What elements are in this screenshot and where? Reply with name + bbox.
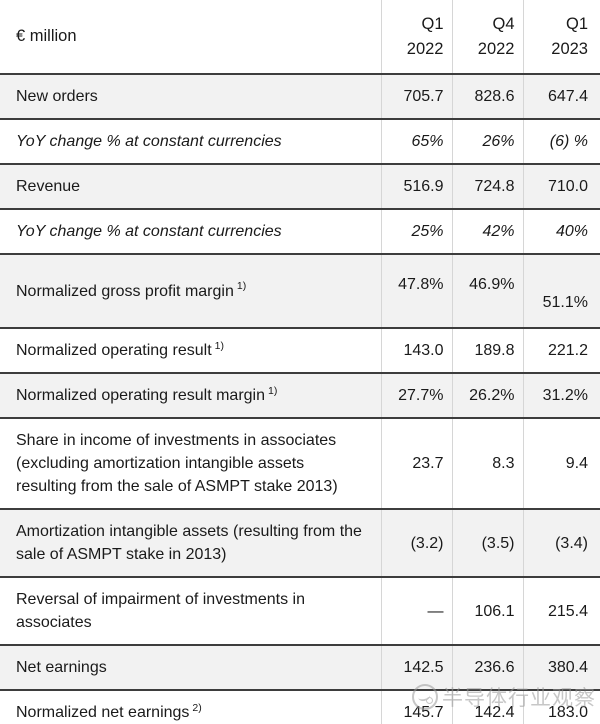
value-cell: 42% <box>451 209 523 255</box>
table-row-amortization-intangible-assets: Amortization intangible assets (resultin… <box>0 509 600 578</box>
column-header-q1-2022: Q1 2022 <box>380 0 452 75</box>
row-label: Reversal of impairment of investments in… <box>0 577 381 646</box>
quarter-label: Q1 <box>565 14 588 33</box>
value-cell: 189.8 <box>451 328 523 374</box>
value-cell: 710.0 <box>522 164 600 210</box>
table-row-normalized-net-earnings: Normalized net earnings 2) 145.7 142.4 18… <box>0 690 600 724</box>
table-row-share-in-income-associates: Share in income of investments in associ… <box>0 418 600 510</box>
value-cell: 23.7 <box>380 418 452 510</box>
footnote-marker: 1) <box>236 280 247 293</box>
footnote-marker: 2) <box>192 701 202 714</box>
quarter-label: Q4 <box>492 14 515 33</box>
table-row-new-orders: New orders 705.7 828.6 647.4 <box>0 74 600 120</box>
row-label: New orders <box>0 74 381 120</box>
table-row-revenue: Revenue 516.9 724.8 710.0 <box>0 164 600 210</box>
value-cell: 828.6 <box>451 74 523 120</box>
value-cell: 51.1% <box>522 254 600 329</box>
value-cell: 26% <box>451 119 523 165</box>
value-cell: 516.9 <box>380 164 452 210</box>
table-row-net-earnings: Net earnings 142.5 236.6 380.4 <box>0 645 600 691</box>
value-cell: 215.4 <box>522 577 600 646</box>
value-cell: 221.2 <box>522 328 600 374</box>
row-label: Revenue <box>0 164 381 210</box>
value-cell: 8.3 <box>451 418 523 510</box>
value-cell: 27.7% <box>380 373 452 419</box>
table-row-operating-result: Normalized operating result 1) 143.0 189.… <box>0 328 600 374</box>
table-row-operating-result-margin: Normalized operating result margin 1) 27.… <box>0 373 600 419</box>
value-cell: 380.4 <box>522 645 600 691</box>
value-cell: 647.4 <box>522 74 600 120</box>
row-label: Normalized gross profit margin 1) <box>0 254 381 329</box>
row-label: Normalized net earnings 2) <box>0 690 381 724</box>
row-label: Net earnings <box>0 645 381 691</box>
value-cell: 46.9% <box>451 254 523 329</box>
unit-label: € million <box>0 0 381 75</box>
column-header-q4-2022: Q4 2022 <box>451 0 523 75</box>
value-cell: 143.0 <box>380 328 452 374</box>
year-label: 2023 <box>551 39 588 58</box>
value-cell: 25% <box>380 209 452 255</box>
value-cell: 106.1 <box>451 577 523 646</box>
row-label: Normalized operating result margin 1) <box>0 373 381 419</box>
row-label: YoY change % at constant currencies <box>0 209 381 255</box>
table-row-yoy-revenue: YoY change % at constant currencies 25% … <box>0 209 600 255</box>
year-label: 2022 <box>406 39 444 58</box>
row-label: Normalized operating result 1) <box>0 328 381 374</box>
table-row-yoy-orders: YoY change % at constant currencies 65% … <box>0 119 600 165</box>
value-cell: 9.4 <box>522 418 600 510</box>
value-cell: (3.5) <box>451 509 523 578</box>
value-cell: 236.6 <box>451 645 523 691</box>
row-label: Amortization intangible assets (resultin… <box>0 509 381 578</box>
row-label: Share in income of investments in associ… <box>0 418 381 510</box>
row-label: YoY change % at constant currencies <box>0 119 381 165</box>
value-cell: — <box>380 577 452 646</box>
value-cell: 31.2% <box>522 373 600 419</box>
header-row: € million Q1 2022 Q4 2022 Q1 2023 <box>0 0 600 75</box>
value-cell: 40% <box>522 209 600 255</box>
table-row-reversal-impairment: Reversal of impairment of investments in… <box>0 577 600 646</box>
footnote-marker: 1) <box>268 384 278 397</box>
value-cell: (3.2) <box>380 509 452 578</box>
value-cell: 47.8% <box>380 254 452 329</box>
quarter-label: Q1 <box>421 14 444 33</box>
footnote-marker: 1) <box>214 339 224 352</box>
value-cell: 724.8 <box>451 164 523 210</box>
value-cell: (6) % <box>522 119 600 165</box>
value-cell: (3.4) <box>522 509 600 578</box>
value-cell: 142.4 <box>451 690 523 724</box>
value-cell: 705.7 <box>380 74 452 120</box>
value-cell: 26.2% <box>451 373 523 419</box>
value-cell: 142.5 <box>380 645 452 691</box>
table-row-gross-profit-margin: Normalized gross profit margin 1) 47.8% 4… <box>0 254 600 329</box>
value-cell: 145.7 <box>380 690 452 724</box>
value-cell: 65% <box>380 119 452 165</box>
year-label: 2022 <box>477 39 515 58</box>
value-cell: 183.0 <box>522 690 600 724</box>
column-header-q1-2023: Q1 2023 <box>522 0 600 75</box>
